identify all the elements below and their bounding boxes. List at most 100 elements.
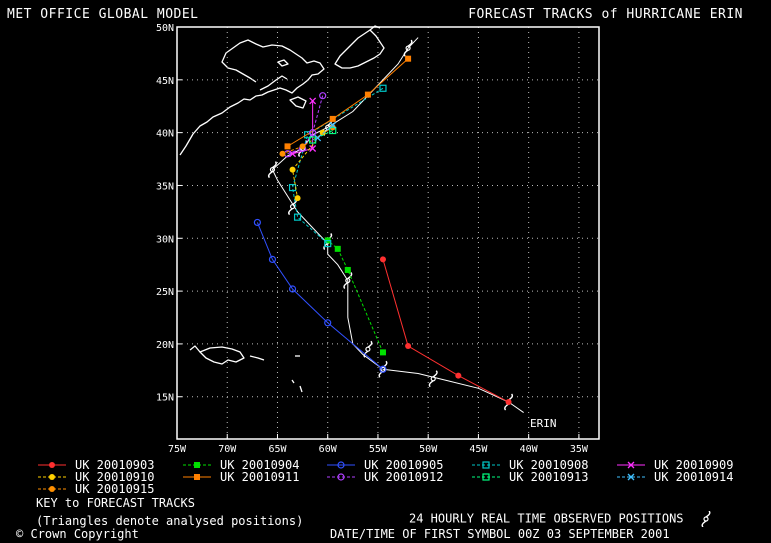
- hurricane-symbol-icon: [428, 370, 438, 388]
- legend-entry: UK 20010905: [327, 458, 443, 472]
- legend-label: UK 20010911: [220, 470, 299, 484]
- legend-label: UK 20010915: [75, 482, 154, 496]
- lat-tick-label: 15N: [156, 393, 174, 404]
- lon-tick-label: 65W: [268, 444, 287, 455]
- legend-entry: UK 20010903: [38, 458, 154, 472]
- forecast-track-point: [293, 213, 302, 221]
- legend-label: UK 20010903: [75, 458, 154, 472]
- header-forecast-title: FORECAST TRACKS of HURRICANE ERIN: [468, 7, 743, 22]
- legend-label: UK 20010913: [509, 470, 588, 484]
- forecast-track-line: [312, 130, 333, 141]
- forecast-track-point: [329, 126, 337, 135]
- hurricane-symbol-icon: [701, 510, 711, 528]
- forecast-track-line: [382, 259, 509, 403]
- forecast-legend: UK 20010903 UK 20010904 UK 20010905 UK 2001…: [38, 458, 733, 496]
- forecast-track-point: [268, 255, 277, 264]
- forecast-track-point: [334, 245, 341, 252]
- forecast-track-point: [289, 166, 296, 173]
- forecast-track-point: [309, 129, 317, 137]
- forecast-track-line: [287, 95, 324, 155]
- legend-entry: UK 20010904: [183, 458, 299, 472]
- forecast-track-point: [309, 145, 317, 152]
- legend-marker: [49, 486, 55, 492]
- legend-label: UK 20010909: [654, 458, 733, 472]
- legend-entry: UK 20010915: [38, 482, 154, 496]
- forecast-track-point: [344, 266, 351, 273]
- forecast-track-point: [379, 84, 387, 92]
- legend-entry: UK 20010910: [38, 470, 154, 484]
- lat-tick-label: 25N: [156, 287, 174, 298]
- forecast-track-point: [253, 218, 261, 227]
- forecast-track-point: [319, 129, 326, 136]
- legend-marker: [337, 461, 345, 469]
- forecast-track-point: [294, 195, 301, 202]
- forecast-track-point: [279, 150, 286, 157]
- legend-entry: UK 20010914: [617, 470, 733, 484]
- lat-tick-label: 50N: [156, 23, 174, 34]
- hurricane-symbol-icon: [403, 39, 413, 57]
- legend-label: UK 20010912: [364, 470, 443, 484]
- copyright-notice: © Crown Copyright: [16, 527, 139, 541]
- forecast-track-11: [314, 121, 337, 142]
- forecast-track-5: [289, 97, 317, 158]
- forecast-track-point: [329, 115, 336, 122]
- forecast-track-point: [405, 343, 412, 350]
- hurricane-symbol-icon: [267, 161, 277, 179]
- hurricane-symbol-icon: [343, 272, 353, 290]
- forecast-tracks: [253, 55, 512, 406]
- legend-key-title: KEY to FORECAST TRACKS: [36, 496, 195, 510]
- map-frame: [176, 26, 600, 440]
- forecast-track-3: [253, 218, 387, 373]
- forecast-track-line: [256, 222, 384, 370]
- copyright-symbol: ©: [16, 527, 24, 541]
- forecast-track-point: [309, 97, 317, 105]
- forecast-track-point: [329, 121, 337, 129]
- forecast-track-point: [324, 319, 332, 327]
- legend-marker: [194, 474, 200, 480]
- legend-entry: UK 20010912: [327, 470, 443, 484]
- lon-tick-label: 60W: [319, 444, 338, 455]
- axis-labels: 50N 45N 40N 35N 30N 25N 20N 15N 75W 70W 65W 60W 55W 5…: [156, 23, 589, 455]
- forecast-track-line: [327, 240, 384, 353]
- forecast-track-point: [319, 92, 327, 100]
- lat-lon-grid: [177, 27, 599, 439]
- legend-marker: [49, 474, 55, 480]
- legend-marker: [627, 473, 635, 481]
- lon-tick-label: 45W: [469, 444, 488, 455]
- forecast-track-point: [288, 285, 297, 293]
- legend-label: UK 20010910: [75, 470, 154, 484]
- lat-tick-label: 40N: [156, 129, 174, 140]
- forecast-track-6: [289, 129, 326, 202]
- forecast-track-2: [324, 237, 386, 356]
- lon-tick-label: 55W: [369, 444, 388, 455]
- forecast-track-point: [455, 372, 462, 379]
- legend-marker: [194, 462, 200, 468]
- forecast-track-line: [292, 87, 384, 244]
- forecast-track-point: [379, 365, 387, 373]
- legend-entry: UK 20010911: [183, 470, 299, 484]
- forecast-track-point: [284, 143, 291, 150]
- forecast-track-1: [379, 256, 512, 406]
- forecast-track-point: [364, 91, 371, 98]
- legend-marker: [482, 461, 490, 469]
- lon-tick-label: 70W: [218, 444, 237, 455]
- forecast-track-point: [405, 55, 412, 62]
- forecast-track-point: [379, 349, 386, 356]
- storm-name-label: ERIN: [530, 417, 557, 430]
- observed-track-line: [271, 37, 524, 413]
- forecast-track-point: [299, 143, 306, 150]
- forecast-track-point: [324, 239, 332, 248]
- lat-tick-label: 20N: [156, 340, 174, 351]
- legend-label: UK 20010908: [509, 458, 588, 472]
- first-symbol-datetime: DATE/TIME OF FIRST SYMBOL 00Z 03 SEPTEMB…: [330, 527, 670, 541]
- lat-tick-label: 30N: [156, 234, 174, 245]
- forecast-track-4: [288, 84, 387, 248]
- legend-label: UK 20010905: [364, 458, 443, 472]
- legend-entry: UK 20010913: [472, 470, 588, 484]
- coastline-outline: [179, 25, 385, 393]
- header-model-title: MET OFFICE GLOBAL MODEL: [7, 7, 199, 22]
- forecast-track-point: [314, 134, 322, 142]
- lat-tick-label: 45N: [156, 76, 174, 87]
- copyright-text: Crown Copyright: [30, 527, 139, 541]
